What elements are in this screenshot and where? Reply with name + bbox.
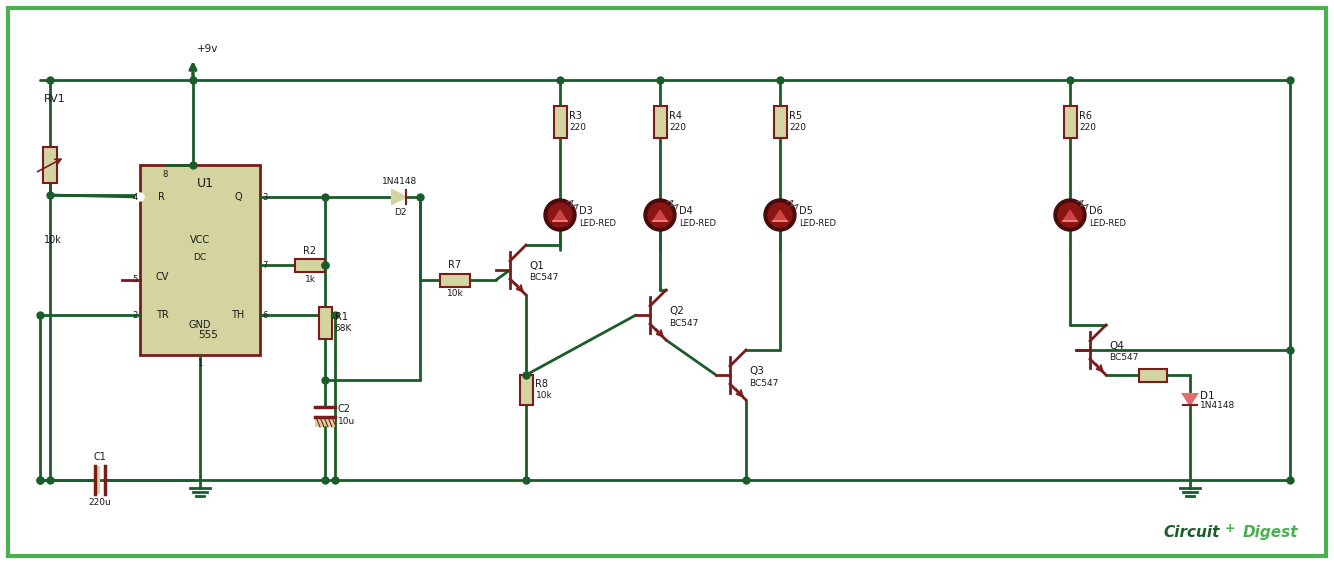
Bar [319,306,332,338]
Text: R1: R1 [335,311,347,321]
Text: D4: D4 [679,206,692,216]
Text: 6: 6 [261,311,267,319]
Text: R4: R4 [670,111,683,121]
Text: Q1: Q1 [530,261,544,271]
Text: 555: 555 [197,330,217,340]
Text: R7: R7 [448,261,462,271]
Bar [554,106,567,138]
Text: CV: CV [156,272,169,282]
Text: Q4: Q4 [1109,341,1123,351]
Text: TH: TH [231,310,244,320]
FancyBboxPatch shape [8,8,1326,556]
Text: 10k: 10k [447,289,463,298]
Polygon shape [654,210,667,221]
Circle shape [764,199,796,231]
Bar [519,375,532,405]
Text: LED-RED: LED-RED [679,218,716,227]
Text: 220: 220 [570,124,587,133]
Circle shape [1058,203,1082,227]
Polygon shape [772,210,787,221]
Bar [440,274,470,287]
Bar [95,466,100,494]
Text: 10k: 10k [535,391,552,400]
Text: 220u: 220u [88,498,111,507]
Text: 8: 8 [163,170,168,179]
Bar [654,106,667,138]
Text: Circuit: Circuit [1163,525,1221,540]
Text: Q: Q [235,192,241,202]
Circle shape [648,203,672,227]
Text: BC547: BC547 [668,319,699,328]
Text: 10k: 10k [44,235,61,245]
Text: LED-RED: LED-RED [799,218,836,227]
Text: +: + [1225,522,1235,535]
Polygon shape [1063,210,1077,221]
Text: R3: R3 [570,111,583,121]
Text: 220: 220 [1079,124,1097,133]
Circle shape [1054,199,1086,231]
Text: 1N4148: 1N4148 [383,177,418,186]
Text: DC: DC [193,253,207,262]
Text: RV1: RV1 [44,94,65,104]
Circle shape [768,203,792,227]
Text: 1k: 1k [304,275,316,284]
Text: 220: 220 [670,124,687,133]
Text: 2: 2 [133,311,137,319]
Text: C2: C2 [338,404,351,414]
Polygon shape [554,210,567,221]
Text: GND: GND [188,320,211,330]
Text: R5: R5 [790,111,803,121]
Text: 1N4148: 1N4148 [1201,402,1235,411]
Text: BC547: BC547 [1109,354,1138,363]
Text: Q2: Q2 [668,306,684,316]
Text: 4: 4 [133,192,137,201]
Text: 68K: 68K [335,324,352,333]
Text: D5: D5 [799,206,812,216]
Text: 10u: 10u [338,416,355,425]
Text: 3: 3 [261,192,267,201]
Text: BC547: BC547 [530,274,559,283]
Text: R6: R6 [1079,111,1093,121]
Text: Digest: Digest [1242,525,1298,540]
Text: 7: 7 [261,261,267,270]
Text: LED-RED: LED-RED [579,218,616,227]
Bar [1139,368,1167,381]
Text: VCC: VCC [189,235,209,245]
Polygon shape [1183,394,1197,405]
Bar [295,258,325,271]
Text: Q3: Q3 [748,366,764,376]
Circle shape [644,199,676,231]
Circle shape [548,203,572,227]
Text: BC547: BC547 [748,378,778,387]
Bar [774,106,787,138]
Text: R8: R8 [535,379,548,389]
Text: R: R [157,192,165,202]
Text: D6: D6 [1089,206,1103,216]
Bar [43,147,57,183]
Text: 220: 220 [790,124,807,133]
Text: TR: TR [156,310,168,320]
Text: +9v: +9v [197,44,219,54]
Text: LED-RED: LED-RED [1089,218,1126,227]
Text: C1: C1 [93,452,107,462]
Text: D3: D3 [579,206,592,216]
Text: 5: 5 [133,275,137,284]
Polygon shape [392,190,406,204]
Bar [315,417,335,427]
Text: U1: U1 [196,177,213,190]
Bar [140,165,260,355]
Circle shape [136,193,144,201]
Text: D2: D2 [394,208,407,217]
Text: 1: 1 [197,359,203,368]
Text: D1: D1 [1201,391,1215,401]
Bar [1063,106,1077,138]
Text: R2: R2 [303,245,316,255]
Circle shape [544,199,576,231]
